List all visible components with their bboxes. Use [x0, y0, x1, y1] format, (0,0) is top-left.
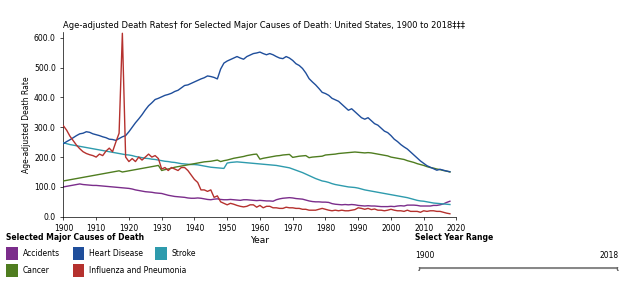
- Text: Heart Disease: Heart Disease: [89, 249, 143, 258]
- Text: 2018: 2018: [599, 251, 618, 260]
- Text: Accidents: Accidents: [23, 249, 60, 258]
- Text: Stroke: Stroke: [172, 249, 197, 258]
- Text: Cancer: Cancer: [23, 266, 49, 275]
- Text: Select Year Range: Select Year Range: [415, 233, 493, 242]
- Text: Selected Major Causes of Death: Selected Major Causes of Death: [6, 233, 145, 242]
- Text: Influenza and Pneumonia: Influenza and Pneumonia: [89, 266, 187, 275]
- X-axis label: Year: Year: [250, 236, 269, 245]
- Text: 1900: 1900: [415, 251, 435, 260]
- Y-axis label: Age-adjusted Death Rate: Age-adjusted Death Rate: [22, 76, 31, 173]
- Text: Age-adjusted Death Rates† for Selected Major Causes of Death: United States, 190: Age-adjusted Death Rates† for Selected M…: [63, 21, 465, 30]
